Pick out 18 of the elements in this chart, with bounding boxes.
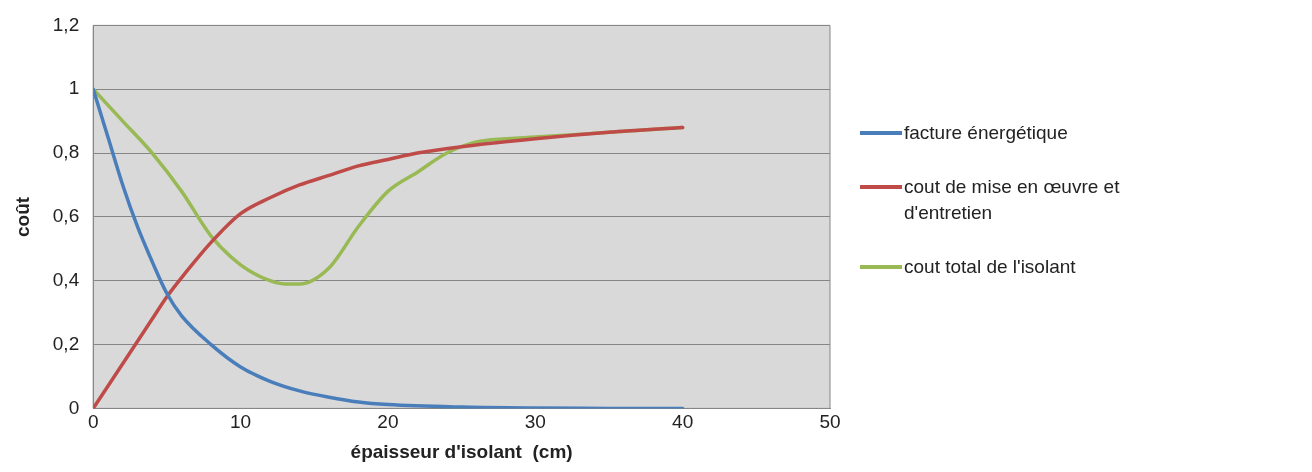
y-tick-label: 0,6 (52, 205, 80, 227)
x-tick-label: 20 (377, 411, 399, 433)
legend-label: cout de mise en œuvre et d'entretien (904, 175, 1120, 225)
y-tick-label: 0,4 (52, 268, 80, 290)
legend-label: facture énergétique (904, 121, 1068, 145)
x-tick-label: 10 (230, 411, 252, 433)
y-tick-label: 0,8 (52, 141, 80, 163)
x-tick-label: 40 (672, 411, 694, 433)
y-axis-title: coût (11, 196, 33, 237)
x-tick-label: 50 (819, 411, 841, 433)
y-tick-label: 1,2 (52, 13, 80, 35)
x-tick-label: 30 (524, 411, 546, 433)
y-tick-label: 0,2 (52, 332, 80, 354)
y-tick-label: 0 (68, 396, 80, 418)
y-tick-label: 1 (68, 77, 80, 99)
x-axis-title: épaisseur d'isolant (cm) (350, 440, 573, 462)
legend-label: cout total de l'isolant (904, 255, 1076, 279)
x-tick-label: 0 (87, 411, 99, 433)
